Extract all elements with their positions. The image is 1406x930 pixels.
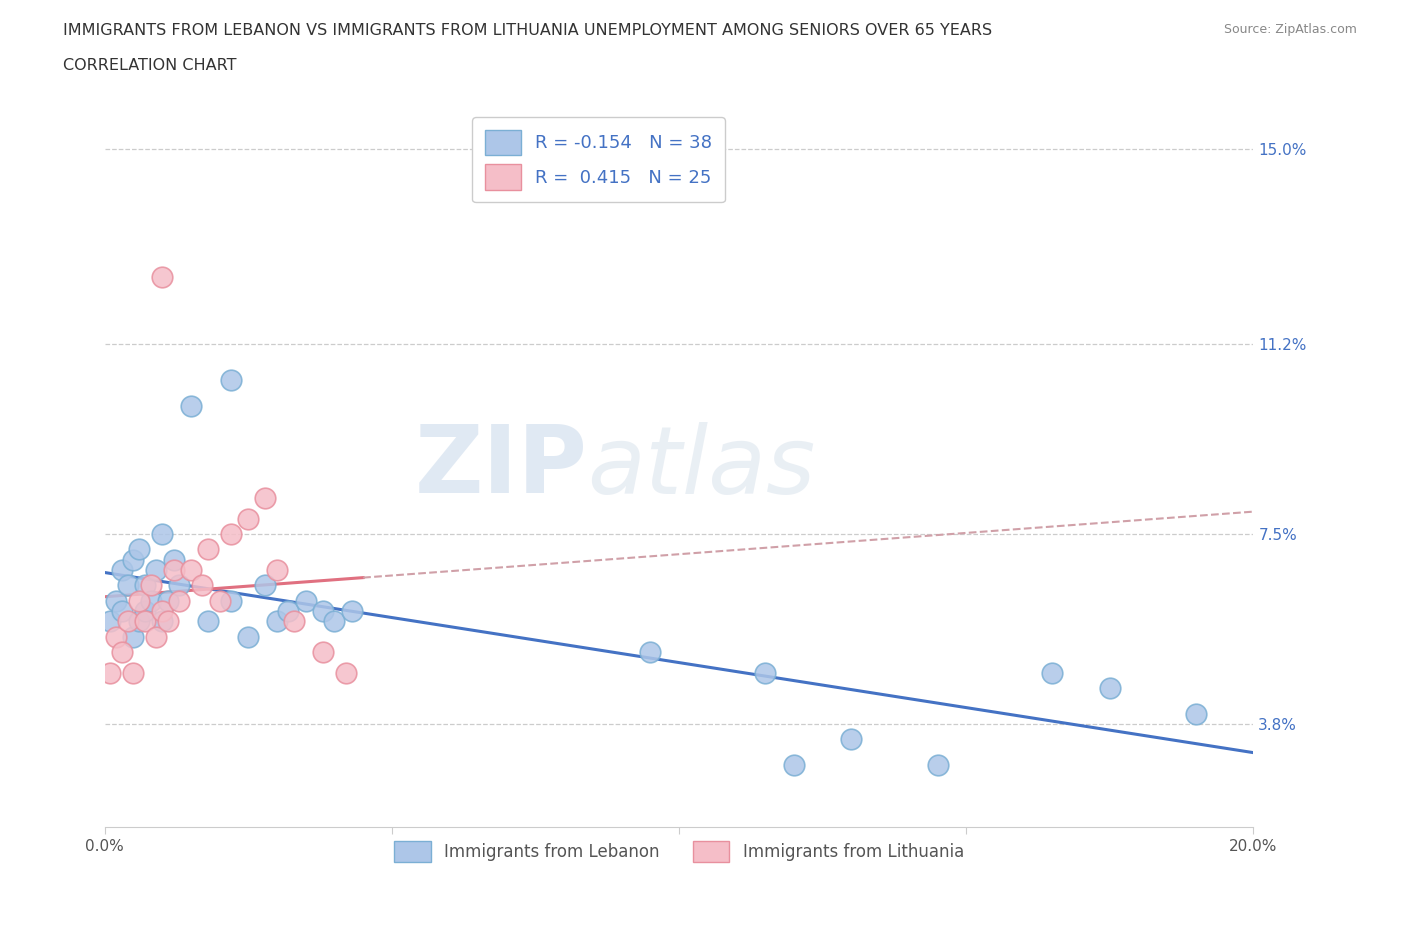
Point xyxy=(783,758,806,773)
Point xyxy=(219,526,242,541)
Point xyxy=(180,398,202,413)
Point xyxy=(150,270,173,285)
Point xyxy=(312,604,335,618)
Point xyxy=(128,614,150,629)
Legend: Immigrants from Lebanon, Immigrants from Lithuania: Immigrants from Lebanon, Immigrants from… xyxy=(387,834,970,869)
Point xyxy=(294,593,316,608)
Text: atlas: atlas xyxy=(588,422,815,512)
Point xyxy=(208,593,231,608)
Point xyxy=(156,614,179,629)
Point xyxy=(323,614,346,629)
Point xyxy=(100,614,122,629)
Point xyxy=(254,491,277,506)
Point xyxy=(162,552,184,567)
Point xyxy=(254,578,277,592)
Point xyxy=(139,578,162,592)
Point xyxy=(754,665,776,680)
Point xyxy=(117,614,139,629)
Point xyxy=(238,512,260,526)
Point xyxy=(277,604,299,618)
Point xyxy=(266,614,288,629)
Point xyxy=(105,630,128,644)
Point xyxy=(283,614,305,629)
Point xyxy=(841,732,863,747)
Point xyxy=(162,563,184,578)
Point xyxy=(197,542,219,557)
Point xyxy=(340,604,363,618)
Point xyxy=(191,578,214,592)
Point xyxy=(111,604,134,618)
Point xyxy=(197,614,219,629)
Point xyxy=(122,665,145,680)
Point xyxy=(169,593,191,608)
Point xyxy=(134,614,156,629)
Text: Source: ZipAtlas.com: Source: ZipAtlas.com xyxy=(1223,23,1357,36)
Point xyxy=(111,563,134,578)
Point xyxy=(150,614,173,629)
Point xyxy=(640,644,662,659)
Point xyxy=(111,644,134,659)
Point xyxy=(134,578,156,592)
Point xyxy=(335,665,357,680)
Point xyxy=(134,604,156,618)
Point xyxy=(927,758,949,773)
Point xyxy=(1040,665,1063,680)
Point xyxy=(150,604,173,618)
Point xyxy=(266,563,288,578)
Text: CORRELATION CHART: CORRELATION CHART xyxy=(63,58,236,73)
Point xyxy=(312,644,335,659)
Point xyxy=(100,665,122,680)
Point xyxy=(122,630,145,644)
Point xyxy=(105,593,128,608)
Point xyxy=(238,630,260,644)
Point xyxy=(128,542,150,557)
Point xyxy=(150,526,173,541)
Point xyxy=(139,593,162,608)
Point xyxy=(156,593,179,608)
Point xyxy=(128,593,150,608)
Point xyxy=(1185,706,1208,721)
Point xyxy=(145,563,167,578)
Point xyxy=(1098,681,1121,696)
Point xyxy=(180,563,202,578)
Point xyxy=(219,593,242,608)
Point xyxy=(122,552,145,567)
Point xyxy=(219,373,242,388)
Text: ZIP: ZIP xyxy=(415,421,588,513)
Point xyxy=(117,578,139,592)
Text: IMMIGRANTS FROM LEBANON VS IMMIGRANTS FROM LITHUANIA UNEMPLOYMENT AMONG SENIORS : IMMIGRANTS FROM LEBANON VS IMMIGRANTS FR… xyxy=(63,23,993,38)
Point xyxy=(145,630,167,644)
Point xyxy=(169,578,191,592)
